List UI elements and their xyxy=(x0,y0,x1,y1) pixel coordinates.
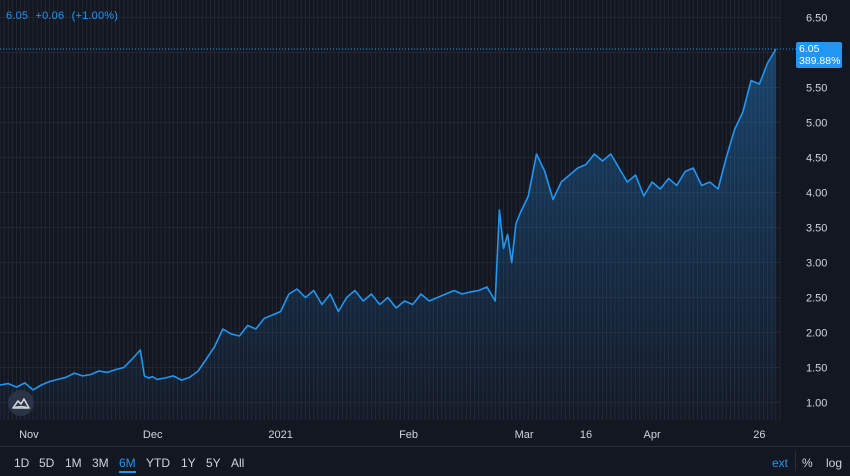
y-tick-label: 4.00 xyxy=(806,188,827,200)
range-1m-button[interactable]: 1M xyxy=(65,456,82,470)
y-tick-label: 3.00 xyxy=(806,258,827,270)
chart-area[interactable]: 1.00 1.50 2.00 2.50 3.00 3.50 4.00 4.50 5.00 5.50… xyxy=(0,0,850,446)
mountain-logo-icon[interactable] xyxy=(8,390,34,416)
bottom-toolbar: 1D 5D 1M 3M 6M YTD 1Y 5Y All ext % log xyxy=(0,446,850,476)
range-6m-button[interactable]: 6M xyxy=(119,456,136,473)
x-tick-label: 26 xyxy=(753,429,765,441)
x-tick-label: Mar xyxy=(515,429,534,441)
log-scale-toggle[interactable]: log xyxy=(826,456,843,470)
price-chart[interactable]: 1.00 1.50 2.00 2.50 3.00 3.50 4.00 4.50 5.00 5.50… xyxy=(0,0,850,446)
y-tick-label: 5.50 xyxy=(806,83,827,95)
range-3m-button[interactable]: 3M xyxy=(92,456,109,470)
y-axis-tick-labels: 1.00 1.50 2.00 2.50 3.00 3.50 4.00 4.50 5.00 5.50… xyxy=(806,13,827,410)
y-tick-label: 2.00 xyxy=(806,328,827,340)
range-1d-button[interactable]: 1D xyxy=(14,456,30,470)
range-1y-button[interactable]: 1Y xyxy=(181,456,196,470)
y-tick-label: 1.00 xyxy=(806,398,827,410)
x-tick-label: Feb xyxy=(399,429,418,441)
legend-change: +0.06 xyxy=(35,10,65,22)
price-legend: 6.05 +0.06 (+1.00%) xyxy=(6,10,122,22)
x-tick-label: Apr xyxy=(644,429,661,441)
x-tick-label: 16 xyxy=(580,429,592,441)
extended-hours-toggle[interactable]: ext xyxy=(772,456,789,470)
last-price-value: 6.05 xyxy=(799,43,820,55)
range-all-button[interactable]: All xyxy=(231,456,245,470)
mountain-logo-glyph xyxy=(12,398,30,409)
legend-price: 6.05 xyxy=(6,10,29,22)
range-ytd-button[interactable]: YTD xyxy=(146,456,170,470)
y-tick-label: 2.50 xyxy=(806,293,827,305)
percent-scale-toggle[interactable]: % xyxy=(802,456,813,470)
legend-change-pct: (+1.00%) xyxy=(71,10,119,22)
last-price-percent: 389.88% xyxy=(799,55,841,67)
x-tick-label: Nov xyxy=(19,429,39,441)
x-axis-tick-labels: Nov Dec 2021 Feb Mar 16 Apr 26 xyxy=(19,429,765,441)
last-price-tag: 6.05 389.88% xyxy=(796,42,842,68)
toolbar-divider xyxy=(795,451,796,471)
y-tick-label: 3.50 xyxy=(806,223,827,235)
price-line xyxy=(0,48,777,391)
x-tick-label: 2021 xyxy=(268,429,292,441)
y-tick-label: 5.00 xyxy=(806,118,827,130)
x-tick-label: Dec xyxy=(143,429,163,441)
price-area-fill xyxy=(0,49,776,420)
range-5y-button[interactable]: 5Y xyxy=(206,456,221,470)
y-tick-label: 4.50 xyxy=(806,153,827,165)
range-5d-button[interactable]: 5D xyxy=(39,456,55,470)
y-tick-label: 6.50 xyxy=(806,13,827,25)
y-tick-label: 1.50 xyxy=(806,363,827,375)
